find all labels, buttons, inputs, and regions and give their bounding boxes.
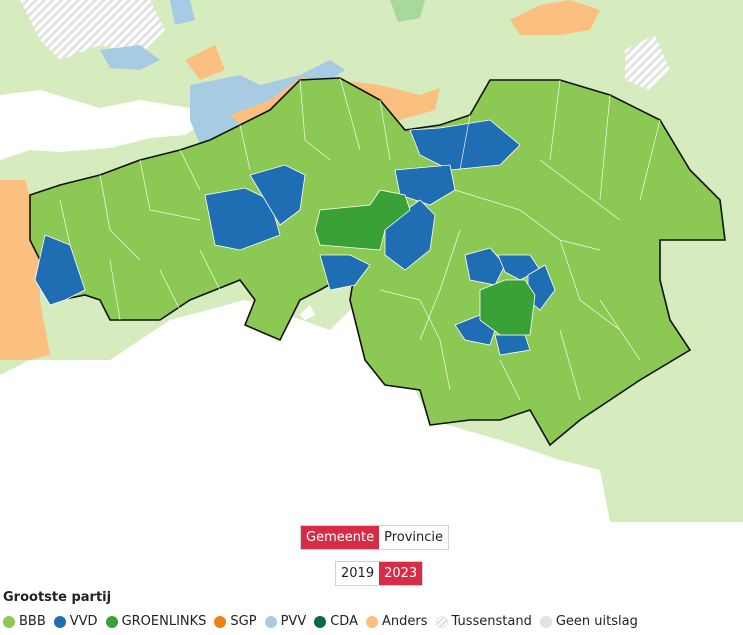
- year-option-2023[interactable]: 2023: [379, 562, 423, 585]
- pvv-area-2: [100, 45, 160, 70]
- legend-swatch-bbb: [3, 615, 15, 628]
- legend: BBB VVD GROENLINKS SGP PVV CDA Anders Tu…: [3, 614, 646, 629]
- legend-item-sgp: SGP: [214, 614, 257, 629]
- legend-swatch-cda: [314, 615, 327, 628]
- unknown-area-north-west: [20, 0, 165, 60]
- vvd-municipality-south[interactable]: [319, 254, 371, 291]
- river-water: [0, 90, 210, 160]
- legend-label-anders: Anders: [382, 614, 428, 629]
- legend-item-tussenstand: Tussenstand: [435, 614, 532, 629]
- legend-swatch-anders: [366, 615, 378, 628]
- white-enclave: [300, 305, 315, 320]
- legend-item-geen-uitslag: Geen uitslag: [539, 614, 638, 629]
- legend-item-cda: CDA: [314, 614, 358, 629]
- legend-label-bbb: BBB: [19, 614, 46, 629]
- legend-item-vvd: VVD: [53, 614, 98, 629]
- vvd-municipality-center-west-2[interactable]: [249, 164, 306, 226]
- cda-area: [390, 0, 425, 22]
- legend-label-pvv: PVV: [280, 614, 307, 629]
- vvd-municipality-east[interactable]: [464, 247, 506, 286]
- province-bbb-base[interactable]: [29, 77, 726, 447]
- province-municipalities[interactable]: [29, 77, 726, 447]
- anders-area-4: [185, 45, 225, 80]
- legend-label-tussenstand: Tussenstand: [451, 614, 532, 629]
- legend-label-cda: CDA: [330, 614, 358, 629]
- legend-swatch-tussenstand: [435, 615, 448, 628]
- legend-swatch-groenlinks: [105, 615, 118, 628]
- legend-item-anders: Anders: [366, 614, 428, 629]
- legend-label-groenlinks: GROENLINKS: [121, 614, 207, 629]
- municipal-boundaries: [59, 77, 661, 401]
- anders-area-2: [510, 0, 600, 35]
- pvv-area-3: [170, 0, 195, 25]
- year-option-2019[interactable]: 2019: [336, 562, 380, 585]
- year-toggle: 2019 2023: [335, 561, 424, 586]
- legend-label-sgp: SGP: [230, 614, 257, 629]
- vvd-municipality-north[interactable]: [409, 119, 521, 171]
- vvd-municipality-north-2[interactable]: [394, 164, 456, 206]
- vvd-municipality-center-west[interactable]: [204, 187, 281, 251]
- unknown-area-north-east: [625, 35, 670, 90]
- legend-swatch-geen-uitslag: [539, 615, 552, 628]
- level-toggle: Gemeente Provincie: [300, 525, 450, 550]
- legend-item-bbb: BBB: [3, 614, 46, 629]
- groenlinks-municipality-center[interactable]: [314, 189, 411, 251]
- level-option-gemeente[interactable]: Gemeente: [301, 526, 380, 549]
- southern-belgium-area: [0, 300, 610, 522]
- groenlinks-municipality-east[interactable]: [479, 279, 536, 336]
- legend-swatch-pvv: [264, 615, 277, 628]
- level-option-provincie[interactable]: Provincie: [379, 526, 449, 549]
- legend-item-pvv: PVV: [264, 614, 307, 629]
- election-map[interactable]: [0, 0, 743, 522]
- legend-label-vvd: VVD: [69, 614, 98, 629]
- legend-swatch-sgp: [214, 615, 227, 628]
- legend-item-groenlinks: GROENLINKS: [105, 614, 207, 629]
- legend-title: Grootste partij: [3, 590, 112, 605]
- legend-label-geen-uitslag: Geen uitslag: [555, 614, 638, 629]
- legend-swatch-vvd: [53, 615, 66, 628]
